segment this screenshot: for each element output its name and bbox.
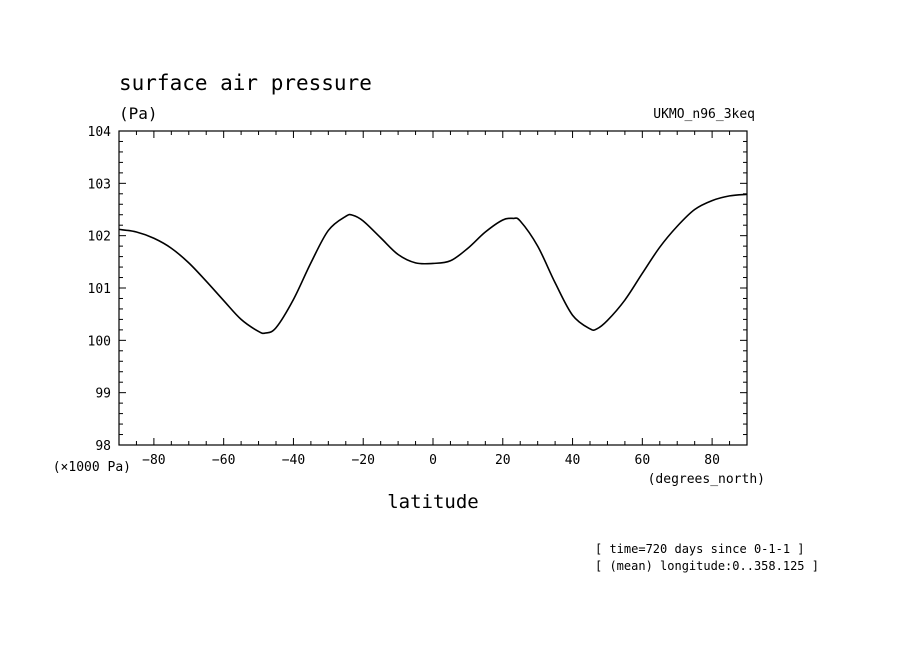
x-tick-label: 60 bbox=[635, 453, 651, 468]
y-tick-label: 100 bbox=[88, 334, 111, 349]
x-tick-label: −40 bbox=[282, 453, 305, 468]
chart-units: (Pa) bbox=[119, 104, 158, 123]
axis-ticks bbox=[118, 130, 748, 446]
x-tick-label: 0 bbox=[429, 453, 437, 468]
annotation-time: [ time=720 days since 0-1-1 ] bbox=[595, 542, 805, 556]
y-tick-labels: 98 99 100 101 102 103 104 bbox=[88, 125, 112, 454]
chart-title: surface air pressure bbox=[119, 71, 372, 95]
x-tick-label: −20 bbox=[351, 453, 374, 468]
x-tick-label: 80 bbox=[704, 453, 720, 468]
series-line-surface-air-pressure bbox=[118, 193, 748, 335]
y-tick-label: 99 bbox=[95, 387, 111, 402]
annotation-longitude: [ (mean) longitude:0..358.125 ] bbox=[595, 559, 819, 573]
x-tick-label: −60 bbox=[212, 453, 235, 468]
x-tick-labels: −80 −60 −40 −20 0 20 40 60 80 bbox=[142, 453, 720, 468]
x-tick-label: 20 bbox=[495, 453, 511, 468]
x-tick-label: −80 bbox=[142, 453, 165, 468]
y-tick-label: 101 bbox=[88, 282, 111, 297]
y-tick-label: 103 bbox=[88, 177, 111, 192]
model-label: UKMO_n96_3keq bbox=[653, 107, 755, 122]
x-axis-label: latitude bbox=[387, 491, 479, 513]
y-tick-label: 98 bbox=[95, 439, 111, 454]
y-tick-label: 102 bbox=[88, 230, 111, 245]
y-tick-label: 104 bbox=[88, 125, 112, 140]
x-tick-label: 40 bbox=[565, 453, 581, 468]
y-scale-label: (×1000 Pa) bbox=[53, 460, 131, 475]
x-units-label: (degrees_north) bbox=[648, 472, 765, 487]
